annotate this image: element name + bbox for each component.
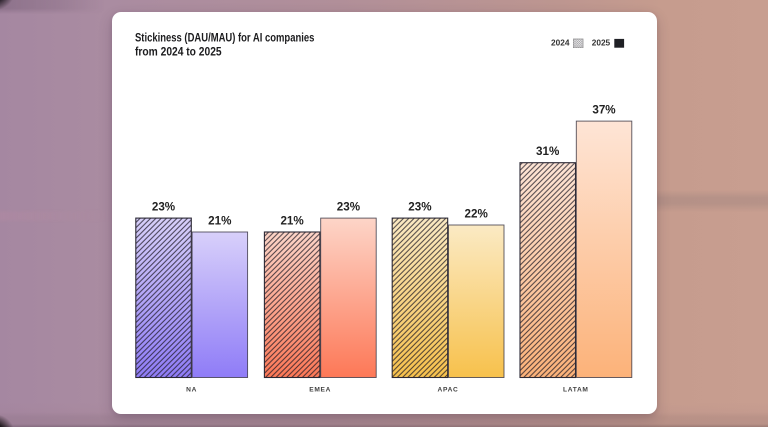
svg-text:37%: 37% <box>592 103 616 117</box>
svg-text:NA: NA <box>186 386 197 393</box>
svg-text:APAC: APAC <box>438 386 459 393</box>
svg-text:21%: 21% <box>280 213 304 227</box>
svg-text:23%: 23% <box>337 200 361 214</box>
svg-text:31%: 31% <box>536 144 560 158</box>
svg-text:from 2024 to 2025: from 2024 to 2025 <box>135 44 222 58</box>
svg-text:21%: 21% <box>208 213 232 227</box>
svg-text:23%: 23% <box>152 200 176 214</box>
svg-text:2024: 2024 <box>551 38 570 48</box>
svg-text:Stickiness (DAU/MAU) for AI co: Stickiness (DAU/MAU) for AI companies <box>135 31 315 45</box>
svg-text:22%: 22% <box>465 206 489 220</box>
svg-text:EMEA: EMEA <box>309 386 331 393</box>
svg-text:LATAM: LATAM <box>563 386 589 393</box>
svg-text:23%: 23% <box>408 200 432 214</box>
svg-text:2025: 2025 <box>592 38 611 48</box>
